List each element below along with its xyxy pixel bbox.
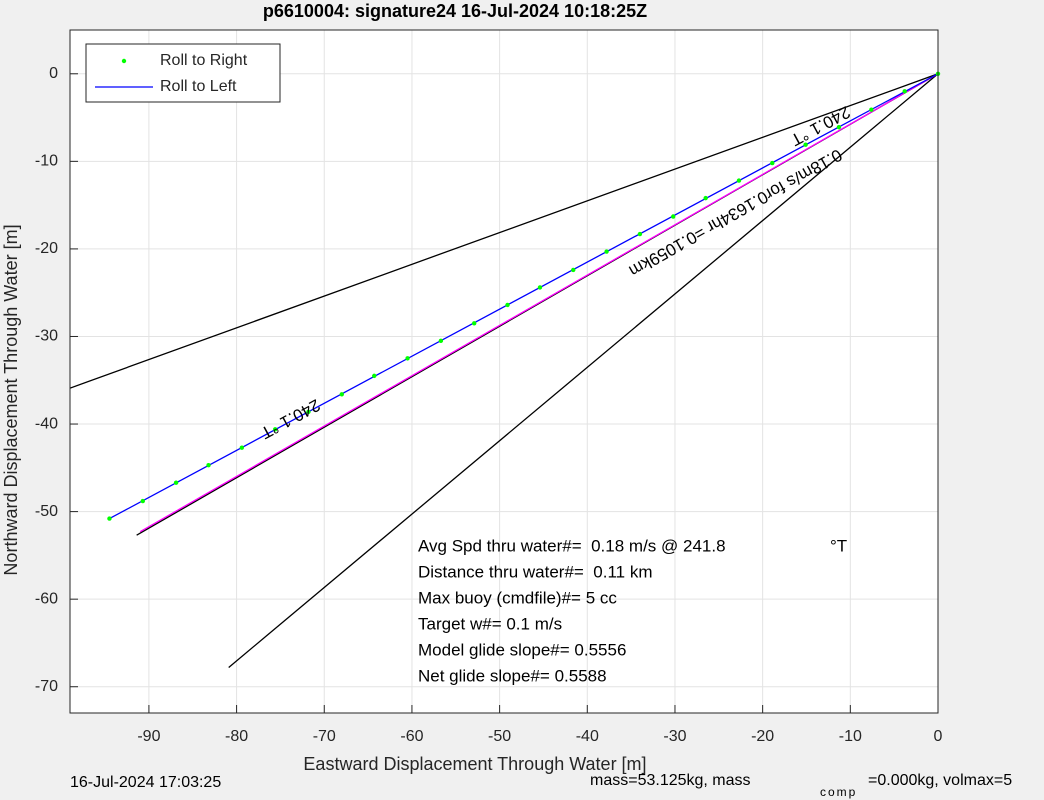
y-tick-label: -70	[35, 678, 58, 695]
data-point	[736, 178, 742, 183]
data-point	[140, 498, 145, 504]
data-point	[405, 356, 410, 361]
data-point	[902, 89, 907, 94]
y-tick-label: -10	[35, 153, 58, 170]
chart-title: p6610004: signature24 16-Jul-2024 10:18:…	[263, 1, 647, 21]
info-text: Distance thru water#= 0.11 km	[418, 562, 653, 581]
data-point	[671, 214, 676, 219]
x-tick-label: -90	[137, 728, 160, 745]
info-text: Model glide slope#= 0.5556	[418, 640, 626, 659]
data-point	[836, 124, 842, 130]
x-tick-label: 0	[934, 728, 943, 745]
data-point	[173, 480, 179, 485]
x-axis-label: Eastward Displacement Through Water [m]	[303, 754, 646, 774]
data-point	[471, 321, 477, 326]
data-point	[239, 445, 245, 450]
y-tick-label: 0	[49, 65, 58, 82]
y-axis-label: Northward Displacement Through Water [m]	[1, 224, 21, 575]
data-point	[438, 338, 444, 344]
info-text: Max buoy (cmdfile)#= 5 cc	[418, 588, 617, 607]
legend-label: Roll to Left	[160, 78, 237, 95]
data-point	[306, 409, 311, 414]
y-tick-label: -20	[35, 240, 58, 257]
legend-box	[85, 43, 281, 103]
reference-line	[70, 73, 938, 389]
x-tick-label: -60	[400, 728, 423, 745]
info-text: Avg Spd thru water#= 0.18 m/s @ 241.8	[418, 536, 726, 555]
y-tick-label: -30	[35, 328, 58, 345]
series-line	[109, 73, 938, 520]
data-point	[703, 195, 708, 201]
data-point	[869, 107, 874, 112]
info-text: Net glide slope#= 0.5588	[418, 666, 607, 685]
x-tick-label: -30	[663, 728, 686, 745]
x-tick-label: -80	[225, 728, 248, 745]
x-tick-label: -40	[576, 728, 599, 745]
footer-text: comp	[820, 785, 857, 799]
data-point	[770, 160, 775, 166]
info-text: °T	[830, 536, 847, 555]
data-point	[107, 516, 112, 521]
legend-marker	[121, 58, 127, 64]
data-point	[537, 285, 543, 290]
data-point	[505, 302, 510, 308]
data-point	[206, 462, 211, 468]
axes-frame	[69, 29, 939, 714]
legend-label: Roll to Right	[160, 52, 248, 69]
reference-line	[139, 73, 938, 533]
info-text: Target w#= 0.1 m/s	[418, 614, 562, 633]
reference-line	[228, 73, 938, 668]
y-tick-label: -40	[35, 415, 58, 432]
data-point	[571, 267, 576, 273]
data-point	[372, 373, 377, 379]
footer-text: mass=53.125kg, mass	[590, 772, 751, 789]
x-tick-label: -20	[751, 728, 774, 745]
y-tick-label: -50	[35, 503, 58, 520]
data-point	[637, 231, 643, 237]
x-tick-label: -10	[839, 728, 862, 745]
data-point	[604, 249, 609, 254]
footer-text: 16-Jul-2024 17:03:25	[70, 774, 221, 791]
x-tick-label: -50	[488, 728, 511, 745]
x-tick-label: -70	[313, 728, 336, 745]
data-point	[339, 392, 344, 397]
data-point	[272, 427, 278, 432]
footer-text: =0.000kg, volmax=5	[868, 772, 1012, 789]
y-tick-label: -60	[35, 590, 58, 607]
data-point	[803, 142, 808, 147]
